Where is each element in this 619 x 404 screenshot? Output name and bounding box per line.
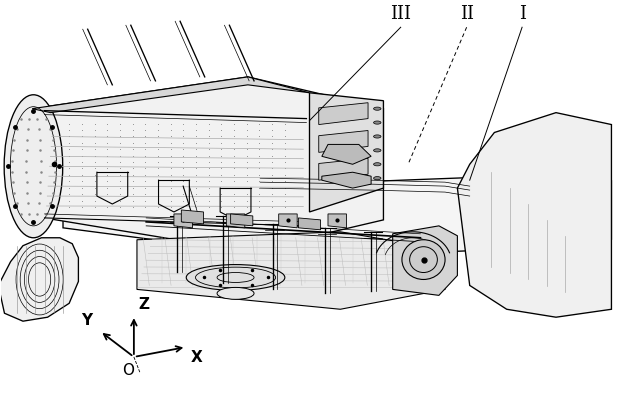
Polygon shape xyxy=(457,113,612,317)
Ellipse shape xyxy=(374,149,381,152)
Text: O: O xyxy=(122,363,134,378)
Polygon shape xyxy=(32,77,310,113)
Polygon shape xyxy=(310,93,383,212)
Polygon shape xyxy=(174,214,193,228)
Polygon shape xyxy=(279,214,297,228)
Polygon shape xyxy=(137,232,445,309)
Ellipse shape xyxy=(402,240,445,280)
Ellipse shape xyxy=(374,177,381,180)
Ellipse shape xyxy=(186,265,285,290)
Polygon shape xyxy=(319,130,368,152)
Polygon shape xyxy=(32,77,383,252)
Polygon shape xyxy=(227,214,245,228)
Ellipse shape xyxy=(374,135,381,138)
Text: Y: Y xyxy=(82,314,93,328)
Ellipse shape xyxy=(217,287,254,299)
Text: I: I xyxy=(519,5,526,23)
Polygon shape xyxy=(63,176,612,254)
Polygon shape xyxy=(322,144,371,164)
Ellipse shape xyxy=(374,107,381,110)
Polygon shape xyxy=(231,214,253,226)
Text: II: II xyxy=(460,5,474,23)
Polygon shape xyxy=(392,226,457,295)
Text: III: III xyxy=(390,5,411,23)
Ellipse shape xyxy=(4,95,63,238)
Text: X: X xyxy=(191,350,202,365)
Polygon shape xyxy=(319,103,368,124)
Ellipse shape xyxy=(374,163,381,166)
Polygon shape xyxy=(181,210,204,224)
Polygon shape xyxy=(319,158,368,180)
Polygon shape xyxy=(322,172,371,188)
Polygon shape xyxy=(328,214,347,228)
Text: Z: Z xyxy=(139,297,150,312)
Polygon shape xyxy=(0,238,79,321)
Polygon shape xyxy=(298,218,321,230)
Ellipse shape xyxy=(374,121,381,124)
